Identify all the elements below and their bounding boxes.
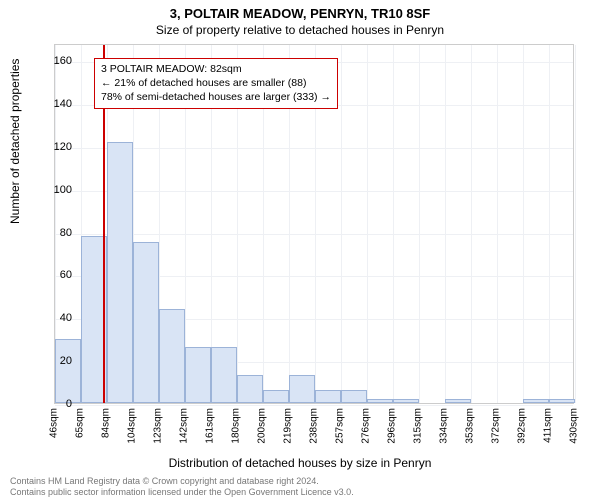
histogram-bar bbox=[523, 399, 549, 403]
footer-line: Contains public sector information licen… bbox=[10, 487, 354, 498]
gridline-h bbox=[55, 405, 573, 406]
histogram-bar bbox=[159, 309, 185, 403]
gridline-v bbox=[575, 45, 576, 403]
x-tick-label: 315sqm bbox=[413, 408, 424, 444]
gridline-v bbox=[341, 45, 342, 403]
x-tick-label: 104sqm bbox=[127, 408, 138, 444]
histogram-bar bbox=[341, 390, 367, 403]
x-tick-label: 200sqm bbox=[257, 408, 268, 444]
x-tick-label: 84sqm bbox=[101, 408, 112, 438]
x-tick-label: 372sqm bbox=[491, 408, 502, 444]
y-tick-label: 160 bbox=[42, 55, 72, 67]
chart-subtitle: Size of property relative to detached ho… bbox=[0, 21, 600, 41]
gridline-v bbox=[367, 45, 368, 403]
x-tick-label: 238sqm bbox=[309, 408, 320, 444]
footer-line: Contains HM Land Registry data © Crown c… bbox=[10, 476, 354, 487]
histogram-bar bbox=[263, 390, 289, 403]
histogram-bar bbox=[237, 375, 263, 403]
histogram-bar bbox=[315, 390, 341, 403]
y-tick-label: 100 bbox=[42, 184, 72, 196]
histogram-bar bbox=[133, 242, 159, 403]
x-tick-label: 392sqm bbox=[517, 408, 528, 444]
chart-area: 3 POLTAIR MEADOW: 82sqm ← 21% of detache… bbox=[54, 44, 574, 404]
histogram-bar bbox=[445, 399, 471, 403]
x-tick-label: 430sqm bbox=[569, 408, 580, 444]
x-tick-label: 46sqm bbox=[49, 408, 60, 438]
x-tick-label: 65sqm bbox=[75, 408, 86, 438]
annotation-line: 78% of semi-detached houses are larger (… bbox=[101, 90, 331, 104]
chart-title: 3, POLTAIR MEADOW, PENRYN, TR10 8SF bbox=[0, 0, 600, 21]
y-tick-label: 120 bbox=[42, 141, 72, 153]
x-tick-label: 219sqm bbox=[283, 408, 294, 444]
gridline-v bbox=[445, 45, 446, 403]
histogram-bar bbox=[289, 375, 315, 403]
x-tick-label: 276sqm bbox=[361, 408, 372, 444]
x-tick-label: 411sqm bbox=[543, 408, 554, 443]
annotation-line: 3 POLTAIR MEADOW: 82sqm bbox=[101, 62, 331, 76]
y-tick-label: 40 bbox=[42, 312, 72, 324]
gridline-v bbox=[393, 45, 394, 403]
x-tick-label: 334sqm bbox=[439, 408, 450, 444]
histogram-bar bbox=[185, 347, 211, 403]
y-tick-label: 60 bbox=[42, 269, 72, 281]
gridline-v bbox=[497, 45, 498, 403]
annotation-box: 3 POLTAIR MEADOW: 82sqm ← 21% of detache… bbox=[94, 58, 338, 109]
gridline-v bbox=[523, 45, 524, 403]
y-tick-label: 80 bbox=[42, 227, 72, 239]
annotation-line: ← 21% of detached houses are smaller (88… bbox=[101, 76, 331, 90]
x-axis-label: Distribution of detached houses by size … bbox=[0, 456, 600, 470]
y-axis-label: Number of detached properties bbox=[8, 59, 22, 224]
x-tick-label: 257sqm bbox=[335, 408, 346, 444]
y-tick-label: 20 bbox=[42, 355, 72, 367]
gridline-v bbox=[419, 45, 420, 403]
x-tick-label: 296sqm bbox=[387, 408, 398, 444]
histogram-bar bbox=[55, 339, 81, 403]
gridline-v bbox=[471, 45, 472, 403]
x-tick-label: 123sqm bbox=[153, 408, 164, 444]
x-tick-label: 161sqm bbox=[205, 408, 216, 444]
histogram-bar bbox=[367, 399, 393, 403]
gridline-v bbox=[549, 45, 550, 403]
footer-attribution: Contains HM Land Registry data © Crown c… bbox=[10, 476, 354, 499]
histogram-bar bbox=[549, 399, 575, 403]
histogram-bar bbox=[211, 347, 237, 403]
y-tick-label: 140 bbox=[42, 98, 72, 110]
histogram-bar bbox=[107, 142, 133, 403]
x-tick-label: 142sqm bbox=[179, 408, 190, 444]
histogram-bar bbox=[393, 399, 419, 403]
x-tick-label: 353sqm bbox=[465, 408, 476, 444]
x-tick-label: 180sqm bbox=[231, 408, 242, 444]
